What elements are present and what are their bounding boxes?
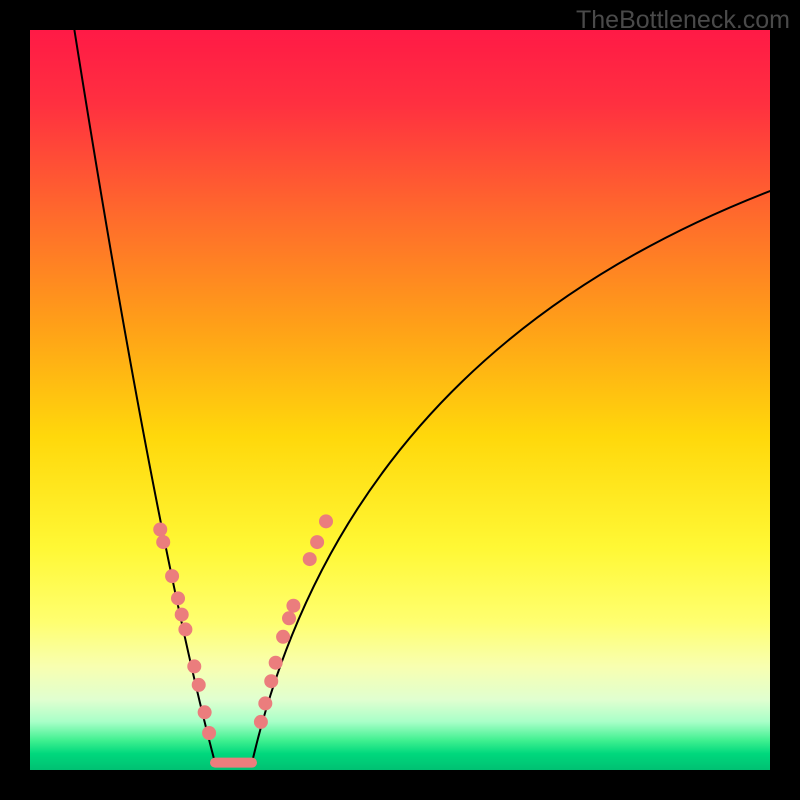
- data-marker-right: [276, 630, 290, 644]
- data-marker-right: [303, 552, 317, 566]
- data-marker-left: [202, 726, 216, 740]
- data-marker-left: [187, 659, 201, 673]
- data-marker-right: [282, 611, 296, 625]
- data-marker-left: [175, 608, 189, 622]
- data-marker-left: [192, 678, 206, 692]
- chart-svg: [0, 0, 800, 800]
- data-marker-left: [165, 569, 179, 583]
- data-marker-right: [258, 696, 272, 710]
- data-marker-left: [178, 622, 192, 636]
- data-marker-left: [198, 705, 212, 719]
- data-marker-right: [319, 514, 333, 528]
- data-marker-right: [254, 715, 268, 729]
- data-marker-left: [153, 523, 167, 537]
- data-marker-right: [264, 674, 278, 688]
- data-marker-left: [171, 591, 185, 605]
- chart-canvas: TheBottleneck.com: [0, 0, 800, 800]
- data-marker-right: [310, 535, 324, 549]
- plot-background-gradient: [30, 30, 770, 770]
- data-marker-right: [286, 599, 300, 613]
- data-marker-right: [269, 656, 283, 670]
- data-marker-left: [156, 535, 170, 549]
